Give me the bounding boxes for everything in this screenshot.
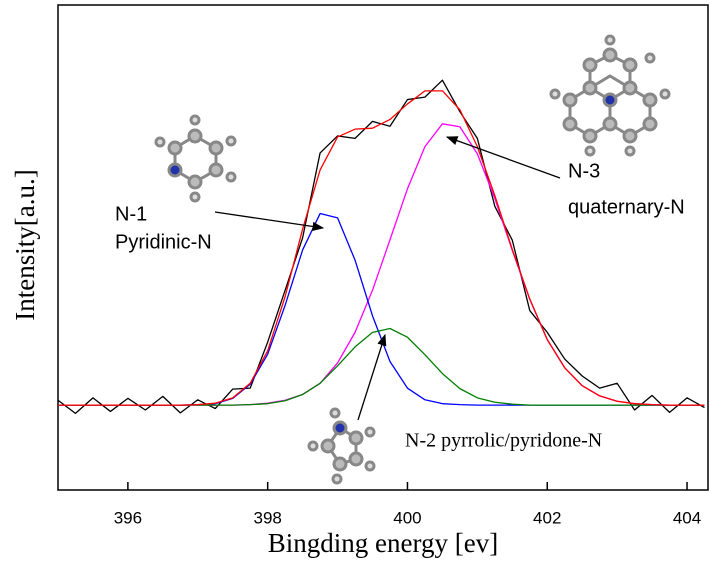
annotation: N-2 pyrrolic/pyridone-N <box>405 430 602 452</box>
arrow <box>447 137 560 178</box>
annotation: quaternary-N <box>568 196 685 218</box>
x-tick-label: 396 <box>114 508 142 527</box>
annotation: N-1 <box>115 203 147 225</box>
pyridine-molecule <box>156 116 235 201</box>
quaternary-molecule <box>551 36 669 155</box>
x-tick-label: 398 <box>253 508 281 527</box>
x-axis-title: Bingding energy [ev] <box>268 528 498 558</box>
series-line <box>58 124 705 405</box>
x-tick-label: 400 <box>393 508 421 527</box>
annotation: Pyridinic-N <box>115 231 212 253</box>
arrow <box>358 335 385 420</box>
pyrrole-molecule <box>309 409 374 483</box>
x-tick-label: 404 <box>673 508 701 527</box>
chart: Bingding energy [ev] Intensity[a.u.] N-1… <box>0 0 710 565</box>
x-tick-label: 402 <box>533 508 561 527</box>
y-axis-title: Intensity[a.u.] <box>10 169 40 320</box>
annotation: N-3 <box>568 160 600 182</box>
